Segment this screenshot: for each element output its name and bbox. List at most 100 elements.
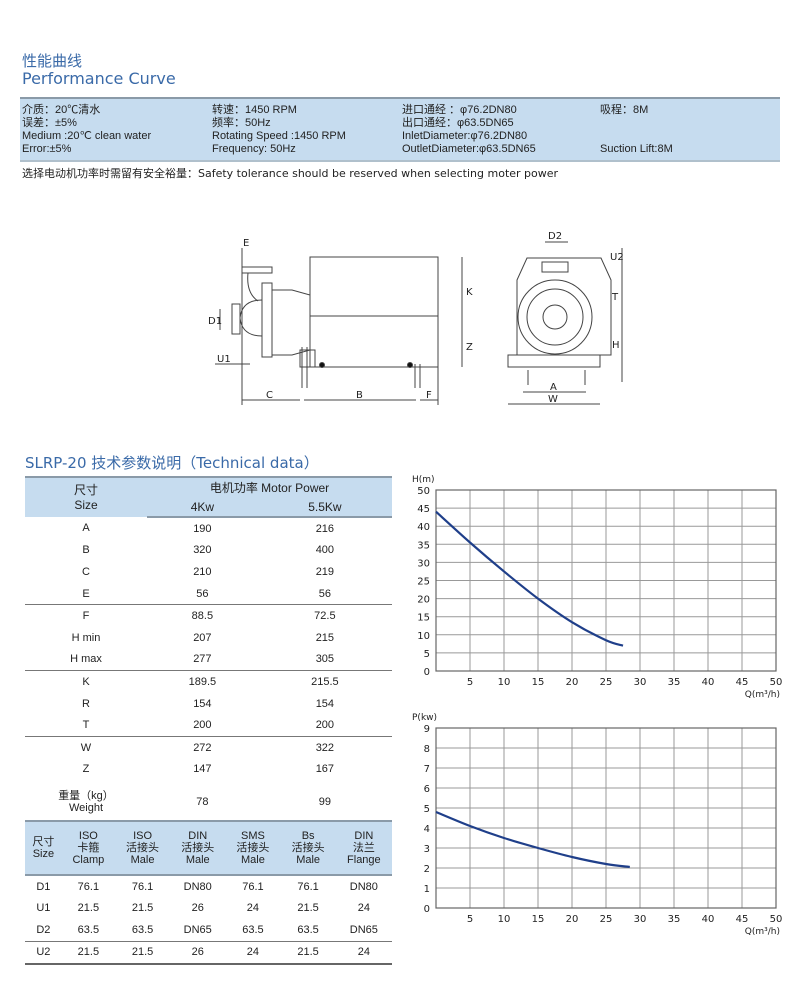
table-row: H min 207 215 xyxy=(25,627,392,649)
cell-size: H min xyxy=(71,631,101,644)
section-title-cn: 性能曲线 xyxy=(22,52,83,70)
y-tick-label: 5 xyxy=(424,804,430,815)
cell-v2: 219 xyxy=(315,565,335,578)
table-row: U2 21.5 21.5 26 24 21.5 24 xyxy=(25,941,392,965)
table-row: E 56 56 xyxy=(25,582,392,606)
cell: D2 xyxy=(25,919,62,942)
cell-v2: 215 xyxy=(315,631,335,644)
cell-v1: 190 xyxy=(193,522,212,535)
table-row-weight: 重量（kg） Weight 78 99 xyxy=(25,780,392,827)
dim-label-U2: U2 xyxy=(610,252,624,263)
cell: 63.5 xyxy=(225,919,281,942)
dim-label-K: K xyxy=(466,287,473,298)
cell: 24 xyxy=(225,941,281,965)
cell-v2: 72.5 xyxy=(314,610,336,623)
spec-medium: 介质：20℃清水 误差：±5% Medium :20℃ clean water Err… xyxy=(22,104,152,155)
table-row: H max 277 305 xyxy=(25,648,392,672)
y-tick-label: 9 xyxy=(424,724,430,735)
cell-v1: 320 xyxy=(193,544,212,557)
dim-label-E: E xyxy=(243,238,249,249)
table-row: K 189.5 215.5 xyxy=(25,671,392,693)
y-tick-label: 0 xyxy=(424,904,430,915)
cell-size: K xyxy=(82,675,90,688)
dim-label-T: T xyxy=(611,292,619,303)
table-row: T 200 200 xyxy=(25,714,392,737)
cell-size: H max xyxy=(25,648,147,672)
y-axis-label: H(m) xyxy=(412,475,435,485)
x-tick-label: 45 xyxy=(736,914,749,925)
y-tick-label: 5 xyxy=(424,649,430,660)
cell-v2: 215.5 xyxy=(311,675,339,688)
power-col-5-5kw: 5.5Kw xyxy=(257,497,392,518)
cell: DN80 xyxy=(183,880,212,893)
y-tick-label: 1 xyxy=(424,884,430,895)
x-tick-label: 50 xyxy=(770,677,783,688)
cell: 24 xyxy=(246,902,260,915)
y-tick-label: 6 xyxy=(424,784,430,795)
dim-label-F: F xyxy=(426,390,432,401)
connection-header: SMS 活接头 Male xyxy=(225,820,281,876)
cell-v2: 167 xyxy=(315,763,335,776)
x-axis-label: Q(m³/h) xyxy=(745,927,780,937)
cell-v1: 272 xyxy=(193,741,212,754)
table-row: R 154 154 xyxy=(25,693,392,715)
cell-v2: 400 xyxy=(315,544,335,557)
dim-label-B: B xyxy=(356,390,363,401)
cell-v1: 200 xyxy=(147,714,258,737)
x-tick-label: 35 xyxy=(668,914,681,925)
table-row: F 88.5 72.5 xyxy=(25,605,392,627)
y-tick-label: 0 xyxy=(424,667,430,678)
x-tick-label: 20 xyxy=(566,914,579,925)
cell: DN65 xyxy=(335,919,392,942)
cell: 21.5 xyxy=(131,902,154,915)
cell: 63.5 xyxy=(280,919,336,942)
table-row: D2 63.5 63.5 DN65 63.5 63.5 DN65 xyxy=(25,919,392,942)
y-tick-label: 3 xyxy=(424,844,430,855)
y-tick-label: 20 xyxy=(417,595,430,606)
cell: 21.5 xyxy=(280,941,336,965)
cell: 26 xyxy=(170,941,226,965)
spec-speed: 转速：1450 RPM 频率：50Hz Rotating Speed :1450 R… xyxy=(212,104,346,155)
cell-size: A xyxy=(82,522,90,535)
x-tick-label: 10 xyxy=(498,677,511,688)
cell: 24 xyxy=(335,941,392,965)
cell-size: E xyxy=(25,582,147,606)
technical-data-table: 尺寸 Size 电机功率 Motor Power 4Kw 5.5Kw A 190 21… xyxy=(25,476,392,827)
table-row: W 272 322 xyxy=(25,736,392,758)
cell-v2: 305 xyxy=(257,648,392,672)
cell-v1: 78 xyxy=(147,780,258,827)
dim-label-D1: D1 xyxy=(208,316,222,327)
y-tick-label: 40 xyxy=(417,522,430,533)
cell-size: T xyxy=(25,714,147,737)
x-tick-label: 15 xyxy=(532,914,545,925)
cell-size: Z xyxy=(82,763,90,776)
dim-label-U1: U1 xyxy=(217,354,231,365)
cell: 21.5 xyxy=(61,941,115,965)
y-tick-label: 35 xyxy=(417,540,430,551)
cell-v1: 210 xyxy=(193,565,212,578)
cell-v1: 56 xyxy=(147,582,258,606)
x-tick-label: 40 xyxy=(702,677,715,688)
x-tick-label: 10 xyxy=(498,914,511,925)
motor-power-header: 电机功率 Motor Power xyxy=(147,476,392,497)
table-row: Z 147 167 xyxy=(25,759,392,781)
y-tick-label: 7 xyxy=(424,764,430,775)
cell: 21.5 xyxy=(114,941,171,965)
plot-frame xyxy=(435,489,777,672)
y-tick-label: 45 xyxy=(417,504,430,515)
size-header: 尺寸 Size xyxy=(25,476,147,517)
cell: 76.1 xyxy=(242,880,264,893)
dim-label-H: H xyxy=(612,340,620,351)
x-tick-label: 45 xyxy=(736,677,749,688)
y-tick-label: 25 xyxy=(417,577,430,588)
cell-size: F xyxy=(82,610,90,623)
y-tick-label: 4 xyxy=(424,824,430,835)
plot-frame xyxy=(435,727,777,909)
cell-v1: 154 xyxy=(193,697,212,710)
cell: 76.1 xyxy=(77,880,100,893)
table-row: B 320 400 xyxy=(25,540,392,562)
power-col-4kw: 4Kw xyxy=(147,497,258,518)
cell-size: B xyxy=(82,544,90,557)
connection-header: 尺寸 Size xyxy=(25,820,62,876)
